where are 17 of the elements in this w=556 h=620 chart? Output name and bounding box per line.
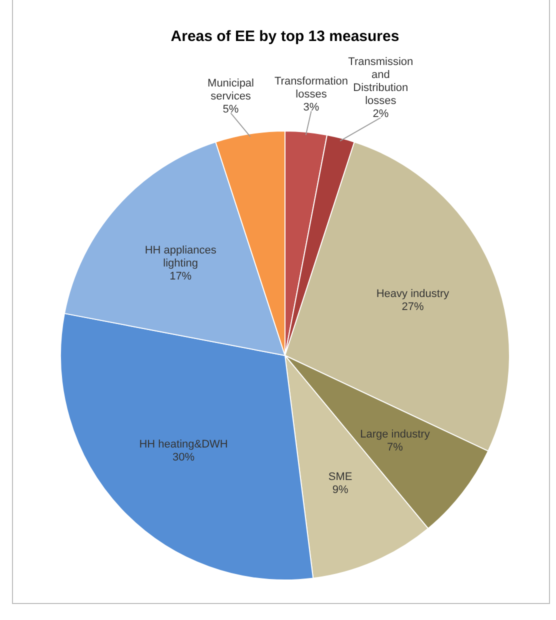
slice-label: SME (328, 470, 352, 483)
data-label: 3% (303, 102, 320, 114)
slice-label: Transformation losses (274, 76, 348, 101)
data-label: 7% (387, 441, 404, 454)
slice-label: HH heating&DWH (139, 438, 228, 450)
chart-title: Areas of EE by top 13 measures (170, 28, 400, 46)
data-label: 27% (402, 300, 424, 313)
slice-label: Heavy industry (376, 288, 450, 300)
slice-label: Large industry (360, 428, 430, 440)
data-label: 17% (170, 270, 192, 282)
data-label: 5% (222, 104, 239, 116)
slice-label: HH appliances lighting (144, 244, 217, 270)
data-label: 30% (172, 451, 195, 464)
slice-label: Transmission and Distribution losses (348, 56, 414, 108)
data-label: 2% (372, 108, 389, 120)
slice-label: Municipal services (208, 78, 254, 103)
data-label: 9% (332, 484, 348, 496)
